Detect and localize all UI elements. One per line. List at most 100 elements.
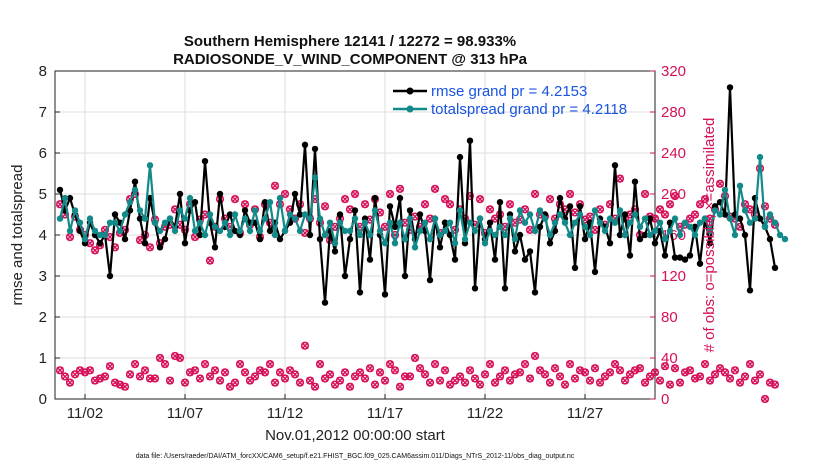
totalspread-point — [721, 186, 729, 194]
obs-possible-point — [280, 189, 290, 199]
totalspread-point — [556, 211, 564, 218]
totalspread-point — [586, 231, 594, 239]
obs-possible-point — [230, 195, 240, 204]
obs-possible-low-point — [530, 351, 540, 361]
totalspread-point — [781, 235, 789, 243]
obs-possible-low-point — [65, 378, 75, 387]
rmse-point — [201, 158, 209, 165]
rmse-point — [546, 240, 554, 247]
x-tick-label: 11/17 — [367, 405, 403, 422]
obs-assimilated-low-point — [106, 362, 114, 370]
obs-possible-low-point — [300, 341, 310, 350]
obs-assimilated-low-point — [431, 360, 439, 368]
obs-assimilated-low-point — [706, 377, 714, 385]
totalspread-point — [651, 227, 659, 235]
rmse-point — [531, 289, 539, 296]
totalspread-point — [471, 227, 479, 235]
obs-possible-low-point — [485, 360, 495, 369]
obs-assimilated-low-point — [241, 368, 249, 376]
obs-assimilated-low-point — [516, 368, 524, 376]
obs-assimilated-point — [341, 195, 349, 203]
obs-possible-low-point — [340, 368, 350, 377]
legend-totalspread-marker — [406, 105, 414, 113]
obs-possible-low-point — [290, 370, 300, 379]
rmse-point — [146, 194, 154, 202]
rmse-point — [276, 235, 284, 243]
totalspread-point — [386, 219, 394, 226]
totalspread-point — [516, 207, 524, 214]
obs-assimilated-low-point — [311, 383, 319, 391]
totalspread-point — [146, 162, 154, 169]
obs-assimilated-low-point — [301, 342, 309, 350]
totalspread-point — [216, 227, 224, 235]
obs-possible-point — [670, 191, 680, 201]
rmse-point — [416, 211, 424, 218]
totalspread-point — [171, 227, 179, 235]
obs-possible-low-point — [470, 374, 480, 383]
totalspread-point — [236, 227, 244, 235]
obs-possible-low-point — [55, 366, 65, 375]
series-layer — [55, 84, 789, 404]
totalspread-point — [631, 211, 639, 218]
x-tick-label: 11/02 — [67, 405, 103, 422]
obs-assimilated-point — [396, 185, 404, 193]
totalspread-point — [371, 207, 379, 214]
obs-assimilated-low-point — [506, 377, 514, 385]
obs-assimilated-low-point — [211, 366, 219, 374]
totalspread-point — [186, 194, 194, 202]
rmse-point — [511, 248, 519, 255]
totalspread-point — [301, 211, 309, 218]
obs-possible-low-point — [450, 376, 460, 385]
totalspread-point — [311, 174, 319, 181]
totalspread-point — [746, 219, 754, 226]
rmse-point — [591, 268, 599, 276]
obs-possible-low-point — [135, 372, 145, 381]
x-tick-label: 11/22 — [467, 405, 503, 422]
obs-assimilated-low-point — [191, 366, 199, 374]
rmse-point — [96, 240, 104, 247]
rmse-point — [211, 244, 219, 251]
obs-possible-low-point — [715, 364, 725, 373]
obs-assimilated-low-point — [366, 364, 374, 372]
obs-assimilated-low-point — [476, 381, 484, 389]
obs-possible-point — [655, 205, 665, 214]
rmse-point — [486, 219, 494, 226]
obs-possible-low-point — [310, 382, 320, 391]
obs-possible-point — [270, 181, 280, 190]
rmse-point — [391, 223, 399, 230]
obs-assimilated-point — [66, 233, 74, 241]
rmse-point — [501, 285, 509, 292]
totalspread-point — [336, 219, 344, 226]
obs-possible-low-point — [160, 360, 170, 369]
obs-possible-point — [530, 189, 540, 199]
obs-possible-low-point — [460, 378, 470, 387]
rmse-point — [156, 244, 164, 251]
obs-assimilated-low-point — [56, 366, 64, 374]
obs-possible-low-point — [125, 370, 135, 379]
obs-possible-low-point — [585, 376, 595, 385]
x-axis: 11/02 11/07 11/12 11/17 11/22 11/27 — [67, 394, 603, 422]
totalspread-point — [566, 231, 574, 239]
totalspread-point — [416, 227, 424, 235]
obs-assimilated-low-point — [756, 370, 764, 378]
totalspread-point — [351, 215, 359, 222]
obs-assimilated-low-point — [121, 383, 129, 391]
obs-assimilated-low-point — [236, 360, 244, 368]
obs-possible-point — [420, 200, 430, 209]
totalspread-point — [106, 219, 114, 226]
obs-assimilated-point — [666, 200, 674, 208]
obs-assimilated-low-point — [306, 377, 314, 385]
obs-assimilated-low-point — [671, 364, 679, 372]
obs-assimilated-low-point — [136, 372, 144, 380]
obs-possible-low-point — [655, 376, 665, 385]
rmse-point — [771, 264, 779, 271]
obs-assimilated-low-point — [201, 360, 209, 368]
rmse-point — [516, 231, 524, 239]
obs-possible-low-point — [275, 368, 285, 377]
obs-assimilated-low-point — [371, 381, 379, 389]
obs-assimilated-low-point — [251, 372, 259, 380]
totalspread-point — [606, 215, 614, 222]
totalspread-point — [411, 244, 419, 251]
obs-assimilated-low-point — [276, 368, 284, 376]
rmse-point — [721, 211, 729, 218]
